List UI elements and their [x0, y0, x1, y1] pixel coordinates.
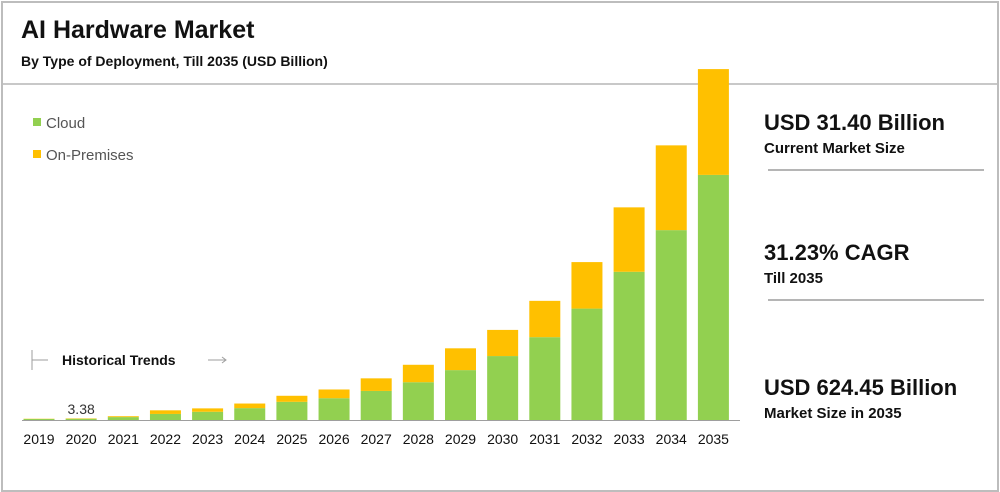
- x-tick-label: 2026: [318, 431, 349, 447]
- bar-cloud-2031: [529, 337, 561, 420]
- bar-cloud-2025: [276, 401, 308, 420]
- stat-current-label: Current Market Size: [764, 140, 905, 157]
- bar-on-premises-2035: [697, 69, 729, 175]
- bar-on-premises-2027: [360, 378, 392, 391]
- bar-cloud-2026: [318, 398, 350, 420]
- bar-cloud-2022: [149, 413, 181, 420]
- page-subtitle: By Type of Deployment, Till 2035 (USD Bi…: [21, 53, 328, 69]
- data-label-2020: 3.38: [68, 401, 95, 417]
- bar-on-premises-2026: [318, 389, 350, 399]
- bar-on-premises-2023: [192, 408, 224, 412]
- header: AI Hardware Market By Type of Deployment…: [3, 3, 997, 85]
- x-tick-label: 2028: [403, 431, 434, 447]
- bar-on-premises-2021: [107, 416, 139, 418]
- bar-on-premises-2028: [402, 364, 434, 383]
- stat-cagr: 31.23% CAGR Till 2035: [764, 240, 984, 287]
- bar-cloud-2032: [571, 308, 603, 420]
- x-tick-label: 2021: [108, 431, 139, 447]
- page-title: AI Hardware Market: [21, 16, 255, 44]
- bar-on-premises-2031: [529, 300, 561, 338]
- x-tick-label: 2029: [445, 431, 476, 447]
- bar-on-premises-2032: [571, 262, 603, 309]
- historical-arrow-head-icon: [221, 356, 227, 364]
- bar-cloud-2034: [655, 230, 687, 420]
- bar-cloud-2030: [487, 356, 519, 420]
- legend-label-on-premises: On-Premises: [46, 147, 134, 164]
- x-tick-label: 2027: [361, 431, 392, 447]
- stat-cagr-label: Till 2035: [764, 270, 823, 287]
- bar-cloud-2019: [23, 418, 55, 420]
- x-tick-label: 2019: [23, 431, 54, 447]
- bar-on-premises-2022: [149, 410, 181, 414]
- historical-trends-label: Historical Trends: [62, 352, 176, 368]
- x-tick-label: 2020: [66, 431, 97, 447]
- legend-swatch-cloud: [33, 118, 41, 126]
- stat-divider-1: [768, 169, 984, 171]
- x-tick-label: 2031: [529, 431, 560, 447]
- bar-on-premises-2034: [655, 145, 687, 231]
- stat-cagr-value: 31.23% CAGR: [764, 240, 910, 265]
- bar-cloud-2033: [613, 271, 645, 420]
- x-tick-label: 2030: [487, 431, 518, 447]
- x-tick-label: 2025: [276, 431, 307, 447]
- bar-on-premises-2030: [487, 329, 519, 357]
- bar-cloud-2024: [234, 408, 266, 420]
- bar-on-premises-2024: [234, 403, 266, 409]
- stat-future-label: Market Size in 2035: [764, 405, 902, 422]
- x-tick-label: 2033: [614, 431, 645, 447]
- bar-cloud-2029: [445, 370, 476, 420]
- x-tick-label: 2024: [234, 431, 265, 447]
- stat-future-value: USD 624.45 Billion: [764, 375, 958, 400]
- bar-on-premises-2025: [276, 395, 308, 402]
- x-tick-label: 2023: [192, 431, 223, 447]
- bar-cloud-2023: [192, 411, 224, 420]
- legend-label-cloud: Cloud: [46, 115, 85, 132]
- bar-on-premises-2033: [613, 207, 645, 272]
- bar-cloud-2021: [107, 417, 139, 420]
- bar-cloud-2020: [65, 418, 97, 420]
- stat-future-market: USD 624.45 Billion Market Size in 2035: [764, 375, 984, 422]
- bar-on-premises-2029: [445, 348, 476, 371]
- stat-current-value: USD 31.40 Billion: [764, 110, 945, 135]
- bar-cloud-2035: [697, 174, 729, 420]
- stat-current-market: USD 31.40 Billion Current Market Size: [764, 110, 984, 157]
- legend-swatch-on-premises: [33, 150, 41, 158]
- x-tick-label: 2032: [571, 431, 602, 447]
- stat-divider-2: [768, 299, 984, 301]
- x-tick-label: 2035: [698, 431, 729, 447]
- bar-cloud-2027: [360, 390, 392, 420]
- x-tick-label: 2034: [656, 431, 687, 447]
- x-tick-label: 2022: [150, 431, 181, 447]
- bar-cloud-2028: [402, 382, 434, 420]
